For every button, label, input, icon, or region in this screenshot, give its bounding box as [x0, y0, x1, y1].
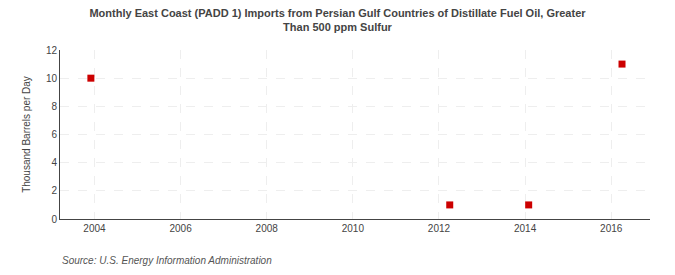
- svg-text:2010: 2010: [342, 223, 365, 234]
- svg-text:8: 8: [51, 101, 57, 112]
- svg-text:10: 10: [46, 73, 58, 84]
- svg-text:2012: 2012: [428, 223, 451, 234]
- svg-text:6: 6: [51, 129, 57, 140]
- svg-text:Thousand Barrels per Day: Thousand Barrels per Day: [21, 76, 32, 193]
- svg-text:0: 0: [51, 214, 57, 225]
- svg-text:12: 12: [46, 45, 58, 56]
- svg-text:4: 4: [51, 157, 57, 168]
- svg-text:2014: 2014: [514, 223, 537, 234]
- svg-text:2016: 2016: [600, 223, 623, 234]
- svg-text:2004: 2004: [83, 223, 106, 234]
- svg-text:2006: 2006: [169, 223, 192, 234]
- svg-text:Monthly East Coast (PADD 1) Im: Monthly East Coast (PADD 1) Imports from…: [89, 7, 586, 33]
- svg-text:2008: 2008: [256, 223, 279, 234]
- svg-text:2: 2: [51, 185, 57, 196]
- svg-text:Source: U.S. Energy Informatio: Source: U.S. Energy Information Administ…: [62, 255, 272, 266]
